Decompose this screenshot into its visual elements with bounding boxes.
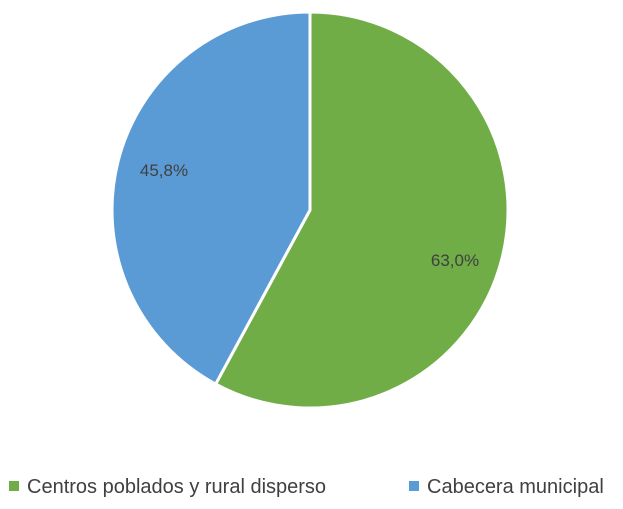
legend-item-cabecera-municipal: Cabecera municipal: [409, 476, 604, 498]
pie-data-labels: 63,0% 45,8%: [140, 161, 479, 270]
legend-label-centros-poblados: Centros poblados y rural disperso: [27, 476, 326, 498]
legend-label-cabecera-municipal: Cabecera municipal: [427, 476, 604, 498]
slice-centros-poblados: [214, 10, 510, 410]
data-label-cabecera-municipal: 45,8%: [140, 161, 188, 180]
legend-item-centros-poblados: Centros poblados y rural disperso: [9, 476, 326, 498]
pie-slices: [110, 10, 510, 410]
data-label-centros-poblados: 63,0%: [431, 251, 479, 270]
legend-swatch-cabecera-municipal: [409, 481, 419, 491]
legend: Centros poblados y rural disperso Cabece…: [9, 476, 604, 498]
legend-swatch-centros-poblados: [9, 481, 19, 491]
slice-cabecera-municipal: [110, 10, 312, 386]
